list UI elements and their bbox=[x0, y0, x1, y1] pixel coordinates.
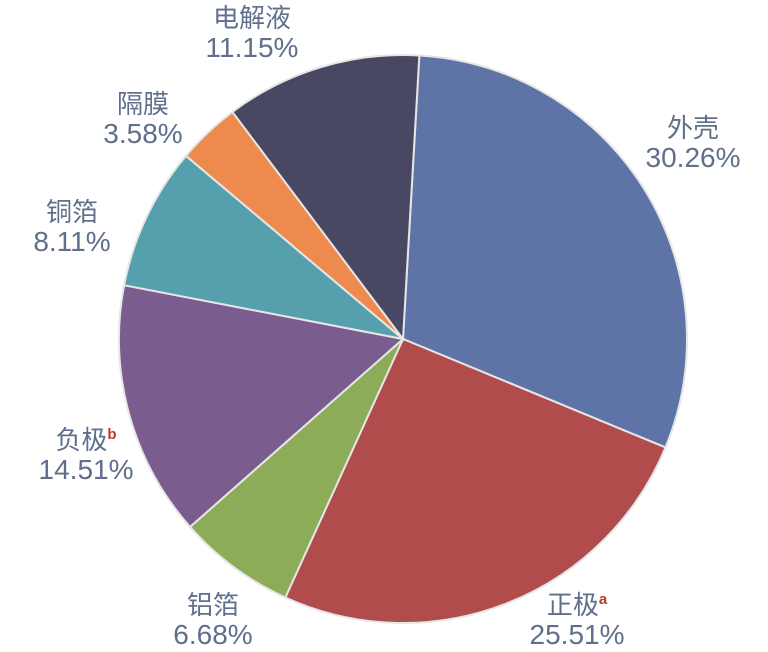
slice-name-label-4: 铜箔 bbox=[46, 198, 98, 228]
slice-name-label-1: 正极a bbox=[547, 591, 608, 621]
slice-percent-label-5: 3.58% bbox=[103, 118, 182, 149]
slice-name-label-5: 隔膜 bbox=[117, 90, 169, 120]
slice-percent-label-4: 8.11% bbox=[33, 226, 110, 257]
pie-slice-1 bbox=[284, 337, 667, 624]
slice-percent-label-0: 30.26% bbox=[646, 142, 741, 173]
pie-slice-4 bbox=[122, 154, 407, 341]
slice-name-label-6: 电解液 bbox=[213, 4, 291, 34]
slice-name-label-3: 负极b bbox=[55, 426, 116, 456]
slice-percent-label-1: 25.51% bbox=[530, 619, 625, 650]
pie-slice-3 bbox=[117, 284, 406, 529]
slice-footnote-mark-1: a bbox=[599, 591, 608, 608]
slice-name-label-2: 铝箔 bbox=[187, 591, 239, 621]
slice-percent-label-2: 6.68% bbox=[173, 619, 252, 650]
slice-footnote-mark-3: b bbox=[107, 426, 116, 443]
pie-slice-2 bbox=[188, 338, 404, 599]
slice-percent-label-6: 11.15% bbox=[206, 32, 299, 63]
pie-slices bbox=[117, 54, 689, 624]
pie-slice-6 bbox=[230, 54, 421, 342]
slice-percent-label-3: 14.51% bbox=[39, 454, 134, 485]
slice-name-label-0: 外壳 bbox=[667, 114, 719, 144]
pie-slice-0 bbox=[401, 54, 689, 449]
